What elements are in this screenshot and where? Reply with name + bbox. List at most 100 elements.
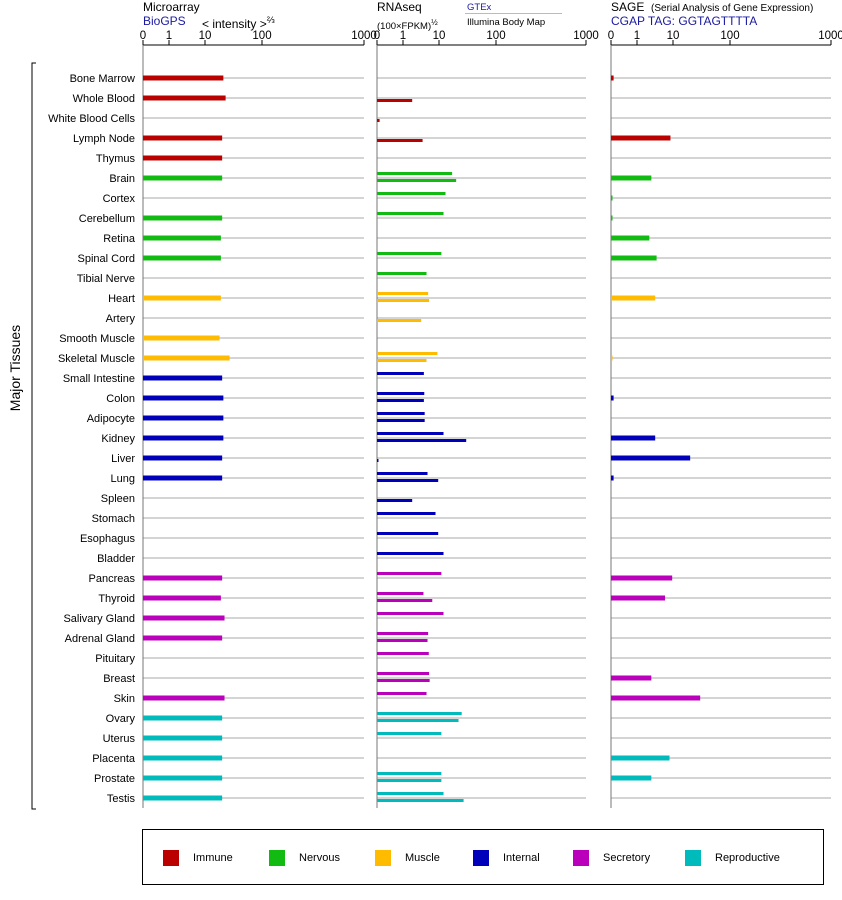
bar-microarray <box>143 435 224 441</box>
tissue-label: Cerebellum <box>79 213 135 225</box>
bar-rnaseq-gtex <box>377 712 462 715</box>
bar-sage <box>611 135 671 141</box>
bar-rnaseq-illumina <box>377 439 467 442</box>
tissue-label: Smooth Muscle <box>59 333 135 345</box>
bars <box>143 75 701 802</box>
sage-title-text: SAGE <box>611 0 645 14</box>
bar-sage <box>611 395 614 401</box>
bar-sage <box>611 215 613 221</box>
tissue-label: Retina <box>103 233 136 245</box>
legend-swatch-immune <box>163 850 179 866</box>
rnaseq-title: RNAseq <box>377 0 422 14</box>
legend-label-internal: Internal <box>503 852 540 864</box>
tissue-label: Prostate <box>94 773 135 785</box>
tissue-label: Stomach <box>92 513 135 525</box>
legend: Immune Nervous Muscle Internal Secretory… <box>142 829 824 885</box>
bar-rnaseq-gtex <box>377 632 429 635</box>
tissue-label: Small Intestine <box>63 373 135 385</box>
bar-rnaseq-illumina <box>377 99 413 102</box>
tissue-label: White Blood Cells <box>48 113 135 125</box>
bar-rnaseq-gtex <box>377 192 446 195</box>
bar-sage <box>611 575 673 581</box>
bar-rnaseq-gtex <box>377 592 424 595</box>
tissue-bracket <box>31 62 36 810</box>
bar-rnaseq-gtex <box>377 672 430 675</box>
bar-microarray <box>143 415 224 421</box>
bar-microarray <box>143 635 223 641</box>
bar-microarray <box>143 615 225 621</box>
bar-rnaseq-illumina <box>377 779 442 782</box>
bar-rnaseq-gtex <box>377 732 442 735</box>
bar-sage <box>611 295 656 301</box>
bar-rnaseq-gtex <box>377 352 438 355</box>
tick-label: 10 <box>199 30 212 42</box>
tissue-label: Tibial Nerve <box>77 273 135 285</box>
bar-microarray <box>143 715 223 721</box>
bar-rnaseq-illumina <box>377 139 423 142</box>
legend-item-internal: Internal <box>473 850 540 866</box>
bar-rnaseq-gtex <box>377 612 444 615</box>
tick-label: 1 <box>166 30 172 42</box>
bar-microarray <box>143 775 223 781</box>
tissue-label: Skeletal Muscle <box>58 353 135 365</box>
tissue-label: Brain <box>109 173 135 185</box>
tissue-label: Pituitary <box>95 653 135 665</box>
tick-label: 0 <box>140 30 146 42</box>
bar-rnaseq-illumina <box>377 599 433 602</box>
tissue-label: Bone Marrow <box>70 73 135 85</box>
tick-label: 10 <box>433 30 446 42</box>
bar-rnaseq-gtex <box>377 512 436 515</box>
tissue-label: Spinal Cord <box>78 253 135 265</box>
legend-label-immune: Immune <box>193 852 233 864</box>
bar-microarray <box>143 695 225 701</box>
legend-item-secretory: Secretory <box>573 850 650 866</box>
bar-microarray <box>143 175 223 181</box>
tissue-label: Heart <box>108 293 135 305</box>
bar-rnaseq-gtex <box>377 692 427 695</box>
bar-microarray <box>143 475 223 481</box>
sage-title: SAGE (Serial Analysis of Gene Expression… <box>611 0 813 16</box>
tick-label: 1000 <box>573 30 599 42</box>
tissue-label: Placenta <box>92 753 136 765</box>
legend-label-nervous: Nervous <box>299 852 340 864</box>
bar-microarray <box>143 135 223 141</box>
bar-microarray <box>143 355 230 361</box>
microarray-unit: < intensity >⅔ <box>202 14 275 31</box>
bar-microarray <box>143 335 220 341</box>
tissue-label: Pancreas <box>89 573 136 585</box>
bar-rnaseq-gtex <box>377 552 444 555</box>
legend-label-reproductive: Reproductive <box>715 852 780 864</box>
bar-rnaseq-illumina <box>377 479 439 482</box>
bar-rnaseq-gtex <box>377 532 439 535</box>
legend-item-immune: Immune <box>163 850 233 866</box>
bar-rnaseq-illumina <box>377 419 425 422</box>
bar-sage <box>611 435 656 441</box>
bar-rnaseq-gtex <box>377 652 429 655</box>
tick-label: 0 <box>374 30 380 42</box>
legend-item-nervous: Nervous <box>269 850 340 866</box>
bar-rnaseq-illumina <box>377 799 464 802</box>
bar-rnaseq-gtex <box>377 572 442 575</box>
bar-rnaseq-gtex <box>377 392 425 395</box>
bar-microarray <box>143 735 223 741</box>
bar-sage <box>611 235 650 241</box>
bar-rnaseq-illumina <box>377 179 457 182</box>
bar-rnaseq-illumina <box>377 119 380 122</box>
bar-microarray <box>143 295 221 301</box>
legend-item-muscle: Muscle <box>375 850 440 866</box>
tissue-label: Colon <box>106 393 135 405</box>
tick-label: 100 <box>486 30 505 42</box>
tissue-label: Artery <box>106 313 136 325</box>
bar-rnaseq-illumina <box>377 299 430 302</box>
bar-sage <box>611 475 614 481</box>
tissue-label: Thymus <box>96 153 136 165</box>
bar-rnaseq-gtex <box>377 412 425 415</box>
bar-sage <box>611 195 613 201</box>
bar-microarray <box>143 375 223 381</box>
tissue-label: Skin <box>114 693 135 705</box>
bar-rnaseq-gtex <box>377 172 453 175</box>
legend-swatch-nervous <box>269 850 285 866</box>
bar-microarray <box>143 755 223 761</box>
bar-sage <box>611 695 701 701</box>
microarray-source: BioGPS <box>143 14 186 28</box>
